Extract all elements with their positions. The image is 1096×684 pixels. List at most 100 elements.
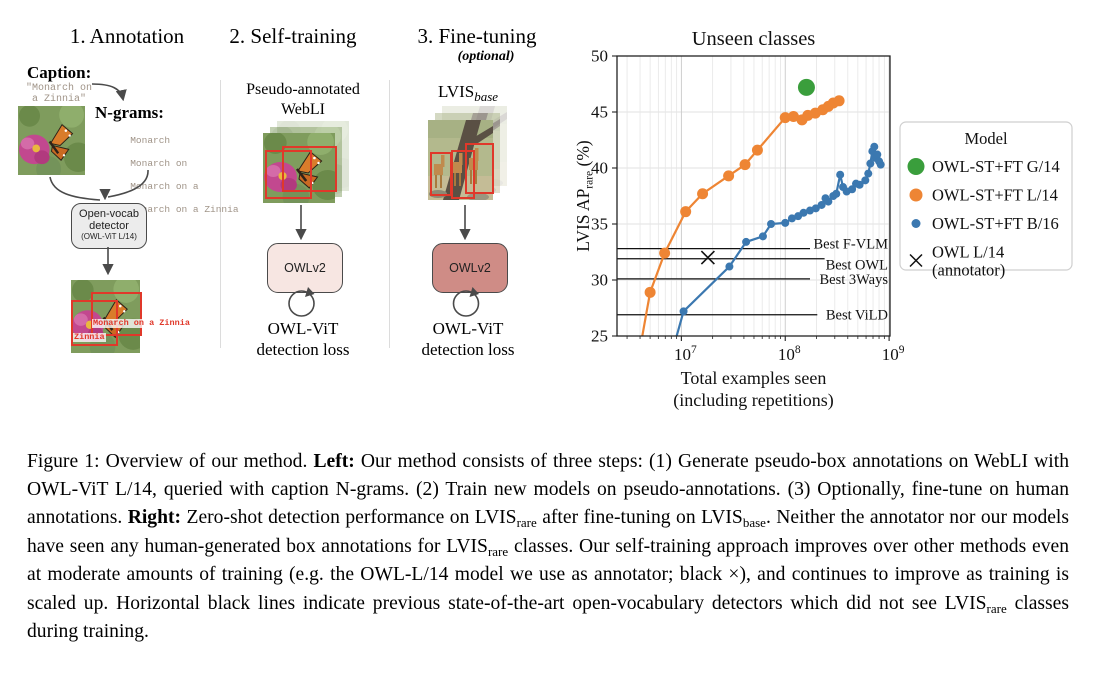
series-marker [751, 144, 763, 156]
series-marker [876, 160, 885, 169]
step3-subtitle: (optional) [457, 49, 515, 64]
series-marker [680, 206, 692, 218]
y-tick-label: 35 [591, 215, 608, 234]
caption-label: Caption: [27, 63, 92, 82]
legend-marker-circle [911, 219, 921, 228]
series-marker [873, 150, 882, 159]
webli-label-line1: Pseudo-annotated [246, 81, 360, 98]
stack-layer-front [428, 120, 494, 200]
series-marker [836, 170, 845, 179]
caption-left-bold: Left: [313, 450, 355, 472]
caption-text: "Monarch on a Zinnia" [26, 83, 92, 105]
detector-line2: detector [89, 220, 129, 232]
caption-subscript: base [742, 515, 766, 531]
input-photo-butterfly [18, 106, 85, 175]
series-marker [811, 204, 820, 213]
series-marker [659, 247, 671, 259]
lvis-image-stack [428, 106, 508, 201]
series-marker [824, 197, 833, 206]
y-tick-label: 45 [591, 103, 608, 122]
open-vocab-detector-node: Open-vocab detector (OWL-ViT L/14) [71, 203, 147, 249]
plot-frame [616, 55, 891, 337]
legend-box [899, 121, 1073, 271]
owlv2-node-selftraining: OWLv2 [267, 243, 343, 293]
legend-entry-label: OWL-ST+FT B/16 [932, 214, 1059, 233]
annotator-x-marker [700, 250, 715, 265]
series-marker [758, 232, 767, 241]
series-marker [697, 188, 709, 200]
series-marker [799, 208, 808, 217]
legend-title: Model [964, 129, 1007, 148]
caption-subscript: rare [487, 543, 509, 559]
owlv2-label: OWLv2 [284, 261, 326, 275]
reference-line-label: Best F-VLM [813, 237, 888, 253]
caption-subscript: rare [986, 600, 1007, 616]
loss-label-finetuning: OWL-ViT detection loss [408, 318, 528, 360]
series-marker [723, 170, 735, 182]
webli-image-stack [263, 121, 351, 203]
ngram-item: Monarch on a Zinnia [130, 203, 239, 215]
step2-title: 2. Self-training [229, 24, 357, 48]
data-series [641, 78, 885, 336]
arrow-caption-to-ngrams [91, 83, 127, 102]
caption-text: . Neither the annotator nor our models h… [27, 507, 1070, 557]
caption-text: after fine-tuning on LVIS [536, 507, 743, 529]
pseudo-box-flower [265, 150, 312, 199]
series-marker [781, 218, 790, 227]
legend: Model OWL-ST+FT G/14 OWL-ST+FT L/14 OWL-ST+… [899, 121, 1073, 280]
gt-box-giraffe-3 [465, 143, 494, 194]
series-line [641, 99, 840, 336]
column-divider-1 [220, 80, 221, 348]
series-marker [855, 180, 864, 189]
caption-subscript: rare [516, 515, 537, 531]
bounding-box-label-zinnia: Zinnia [73, 332, 106, 342]
caption-right-bold: Right: [127, 507, 182, 529]
series-marker [725, 262, 734, 271]
series-marker [870, 142, 879, 151]
legend-marker-x [909, 253, 923, 268]
series-marker [767, 220, 776, 228]
detector-subtitle: (OWL-ViT L/14) [81, 232, 137, 241]
results-chart-panel: Best F-VLM Best OWL Best 3Ways Best ViLD 107… [573, 0, 1096, 420]
figure-caption: Figure 1: Overview of our method. Left: … [27, 448, 1069, 647]
x-tick-label: 108 [778, 344, 801, 364]
step3-title: 3. Fine-tuning [417, 24, 537, 48]
series-marker [739, 159, 751, 171]
series-marker [861, 176, 870, 185]
series-marker [848, 185, 857, 194]
column-divider-2 [389, 80, 390, 348]
caption-text-line2: a Zinnia" [26, 94, 87, 105]
y-tick-label: 40 [591, 159, 608, 178]
reference-line-label: Best OWL [826, 258, 888, 274]
self-loop-finetuning [452, 290, 480, 317]
lvis-base-label: LVISbase [408, 82, 528, 105]
series-marker [679, 307, 688, 316]
loss-label-selftraining: OWL-ViT detection loss [243, 318, 363, 360]
reference-line-label: Best ViLD [826, 308, 888, 324]
gt-box-giraffe-1 [430, 152, 452, 196]
caption-text: Our method consists of three steps: (1) … [27, 450, 1069, 529]
series-marker [797, 78, 815, 96]
y-tick-label: 25 [591, 327, 608, 346]
legend-entry-label: (annotator) [932, 261, 1005, 280]
series-marker [833, 95, 845, 107]
reference-line-label: Best 3Ways [819, 272, 888, 288]
stack-layer-front [263, 133, 337, 203]
series-marker [864, 169, 873, 178]
caption-text: classes during training. [27, 592, 1069, 643]
y-tick-label: 30 [591, 271, 608, 290]
series-marker [644, 286, 656, 298]
self-loop-selftraining [288, 290, 315, 317]
bounding-box-label-monarch: Monarch on a Zinnia [92, 318, 191, 328]
loss-line1: OWL-ViT [432, 319, 504, 338]
webli-label-line2: WebLI [280, 101, 326, 118]
y-axis-label: LVIS APrare (%) [575, 140, 596, 252]
webli-data-label: Pseudo-annotated WebLI [233, 80, 373, 120]
axis-ticks [612, 55, 890, 341]
lvis-label: LVIS [437, 82, 475, 101]
legend-entry-label: OWL-ST+FT L/14 [932, 186, 1058, 205]
loss-line2: detection loss [421, 340, 515, 359]
